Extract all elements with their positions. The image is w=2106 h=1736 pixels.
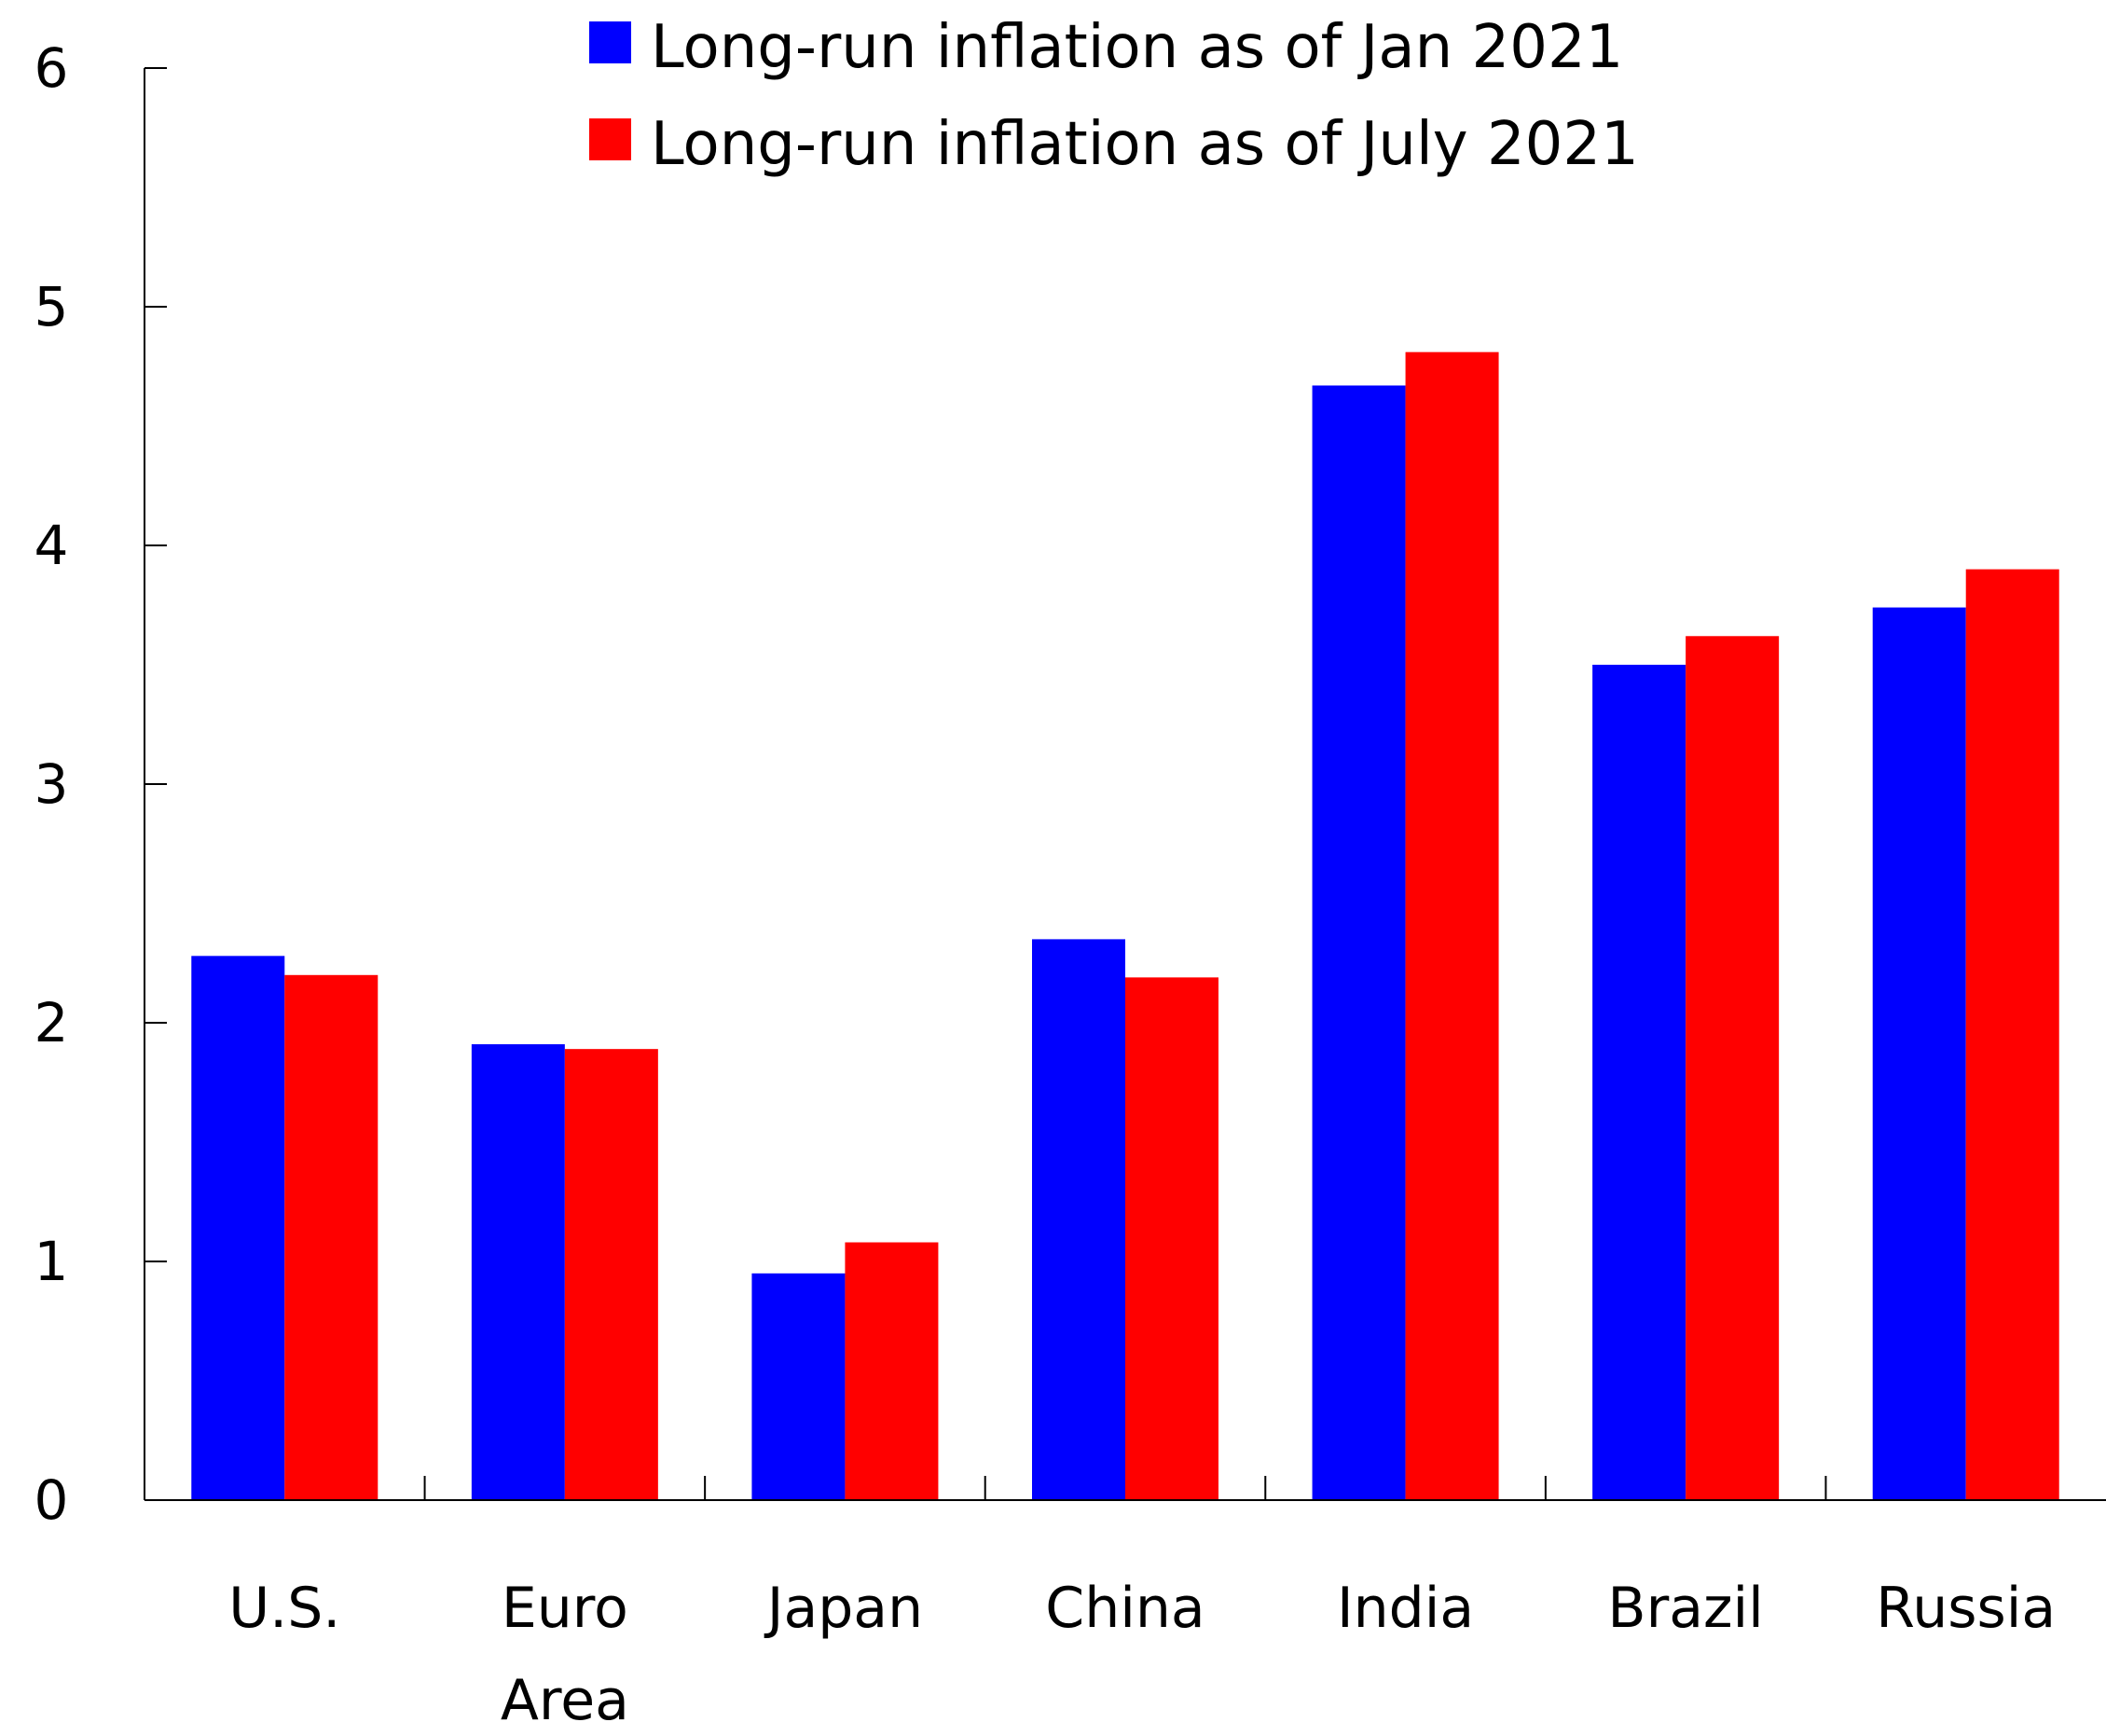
y-tick-label-1: 1 [34, 1230, 69, 1293]
y-tick-label-5: 5 [34, 275, 69, 338]
legend-swatch-1 [589, 118, 631, 160]
bars-group [191, 351, 2059, 1501]
category-label-5: Brazil [1607, 1576, 1763, 1641]
category-label-1-line-0: Euro [502, 1576, 628, 1641]
bar-jan-6 [1872, 607, 1966, 1500]
bar-july-3 [1125, 977, 1218, 1500]
axes-group: 0 1 2 3 4 5 6 U.S. Euro Area Japan China India Brazil… [34, 36, 2106, 1733]
bar-july-5 [1686, 636, 1780, 1500]
bar-jan-5 [1592, 665, 1686, 1500]
bar-july-1 [564, 1049, 658, 1500]
y-tick-label-2: 2 [34, 991, 69, 1054]
bar-july-0 [284, 974, 379, 1500]
bar-jan-2 [751, 1273, 846, 1500]
bar-july-4 [1405, 351, 1499, 1500]
category-label-1-line-1: Area [501, 1668, 629, 1733]
bar-jan-1 [471, 1044, 565, 1500]
bar-jan-0 [191, 956, 285, 1500]
category-label-0: U.S. [228, 1576, 340, 1641]
bar-jan-4 [1312, 385, 1406, 1501]
y-tick-label-3: 3 [34, 752, 69, 816]
legend-swatch-0 [589, 21, 631, 63]
legend-label-1: Long-run inflation as of July 2021 [651, 110, 1639, 179]
legend: Long-run inflation as of Jan 2021 Long-ru… [589, 13, 1639, 179]
category-label-3: China [1045, 1576, 1204, 1641]
category-label-6: Russia [1876, 1576, 2056, 1641]
category-label-4: India [1337, 1576, 1474, 1641]
y-tick-label-6: 6 [34, 36, 69, 100]
legend-label-0: Long-run inflation as of Jan 2021 [651, 13, 1623, 82]
y-tick-label-0: 0 [34, 1468, 69, 1532]
bar-july-2 [845, 1242, 939, 1500]
category-label-2: Japan [764, 1576, 923, 1641]
bar-july-6 [1965, 569, 2059, 1500]
y-tick-label-4: 4 [34, 514, 69, 577]
bar-jan-3 [1032, 939, 1125, 1500]
